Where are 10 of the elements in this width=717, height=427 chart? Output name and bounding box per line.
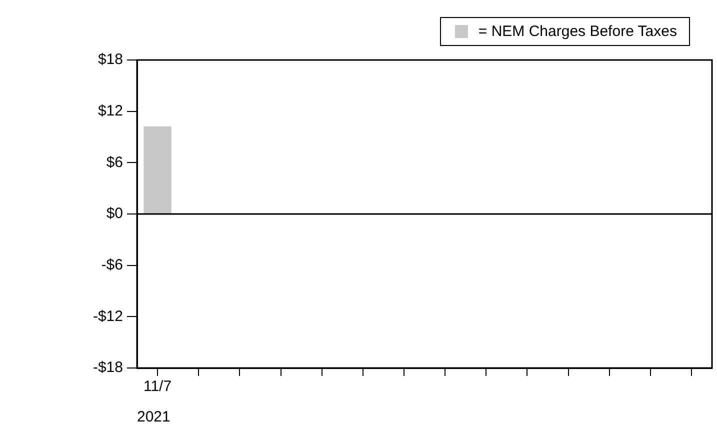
- y-tick-label: -$18: [92, 359, 123, 376]
- y-tick-label: -$12: [92, 308, 123, 325]
- y-tick-label: -$6: [101, 256, 123, 274]
- y-tick-label: $12: [98, 102, 123, 120]
- y-tick-label: $6: [106, 154, 123, 171]
- y-tick-label: $0: [106, 205, 123, 222]
- x-tick-label: 11/7: [143, 378, 172, 396]
- legend-label: = NEM Charges Before Taxes: [478, 23, 677, 40]
- y-tick-label: $18: [98, 51, 123, 68]
- text: 2021: [137, 408, 170, 426]
